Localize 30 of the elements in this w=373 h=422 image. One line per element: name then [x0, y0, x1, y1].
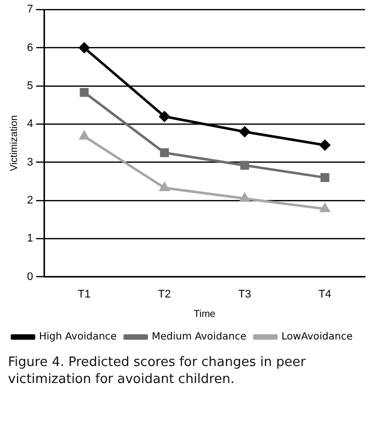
y-tick-label: 0: [26, 270, 34, 283]
y-tick-label: 1: [26, 232, 34, 245]
x-tick-label: T2: [158, 288, 171, 300]
y-tick-label: 5: [26, 80, 34, 92]
y-tick-label: 6: [26, 42, 34, 54]
point: [320, 140, 330, 150]
y-tick-label: 4: [26, 118, 34, 130]
point: [160, 148, 169, 158]
x-tick-label: T3: [238, 288, 252, 300]
y-tick-label: 2: [26, 194, 34, 206]
point: [320, 204, 330, 212]
point: [240, 193, 250, 202]
y-tick-label: 7: [26, 4, 34, 16]
point: [240, 160, 250, 170]
point: [159, 111, 170, 122]
point: [80, 88, 89, 97]
point: [78, 42, 90, 54]
legend-label: High Avoidance: [39, 332, 117, 343]
point: [320, 173, 330, 182]
point: [239, 126, 250, 137]
point: [80, 131, 89, 140]
caption: Figure 4. Predicted scores for changes in peer victimization for avoidant children.: [8, 354, 307, 388]
y-axis-title: Victimization: [8, 115, 20, 172]
point: [160, 182, 170, 192]
y-tick-label: 3: [26, 156, 34, 168]
legend-label: Medium Avoidance: [152, 332, 246, 343]
x-tick-label: T4: [318, 288, 332, 300]
legend-label: LowAvoidance: [281, 332, 353, 343]
x-tick-label: T1: [78, 288, 91, 300]
x-axis-title: Time: [194, 308, 216, 320]
